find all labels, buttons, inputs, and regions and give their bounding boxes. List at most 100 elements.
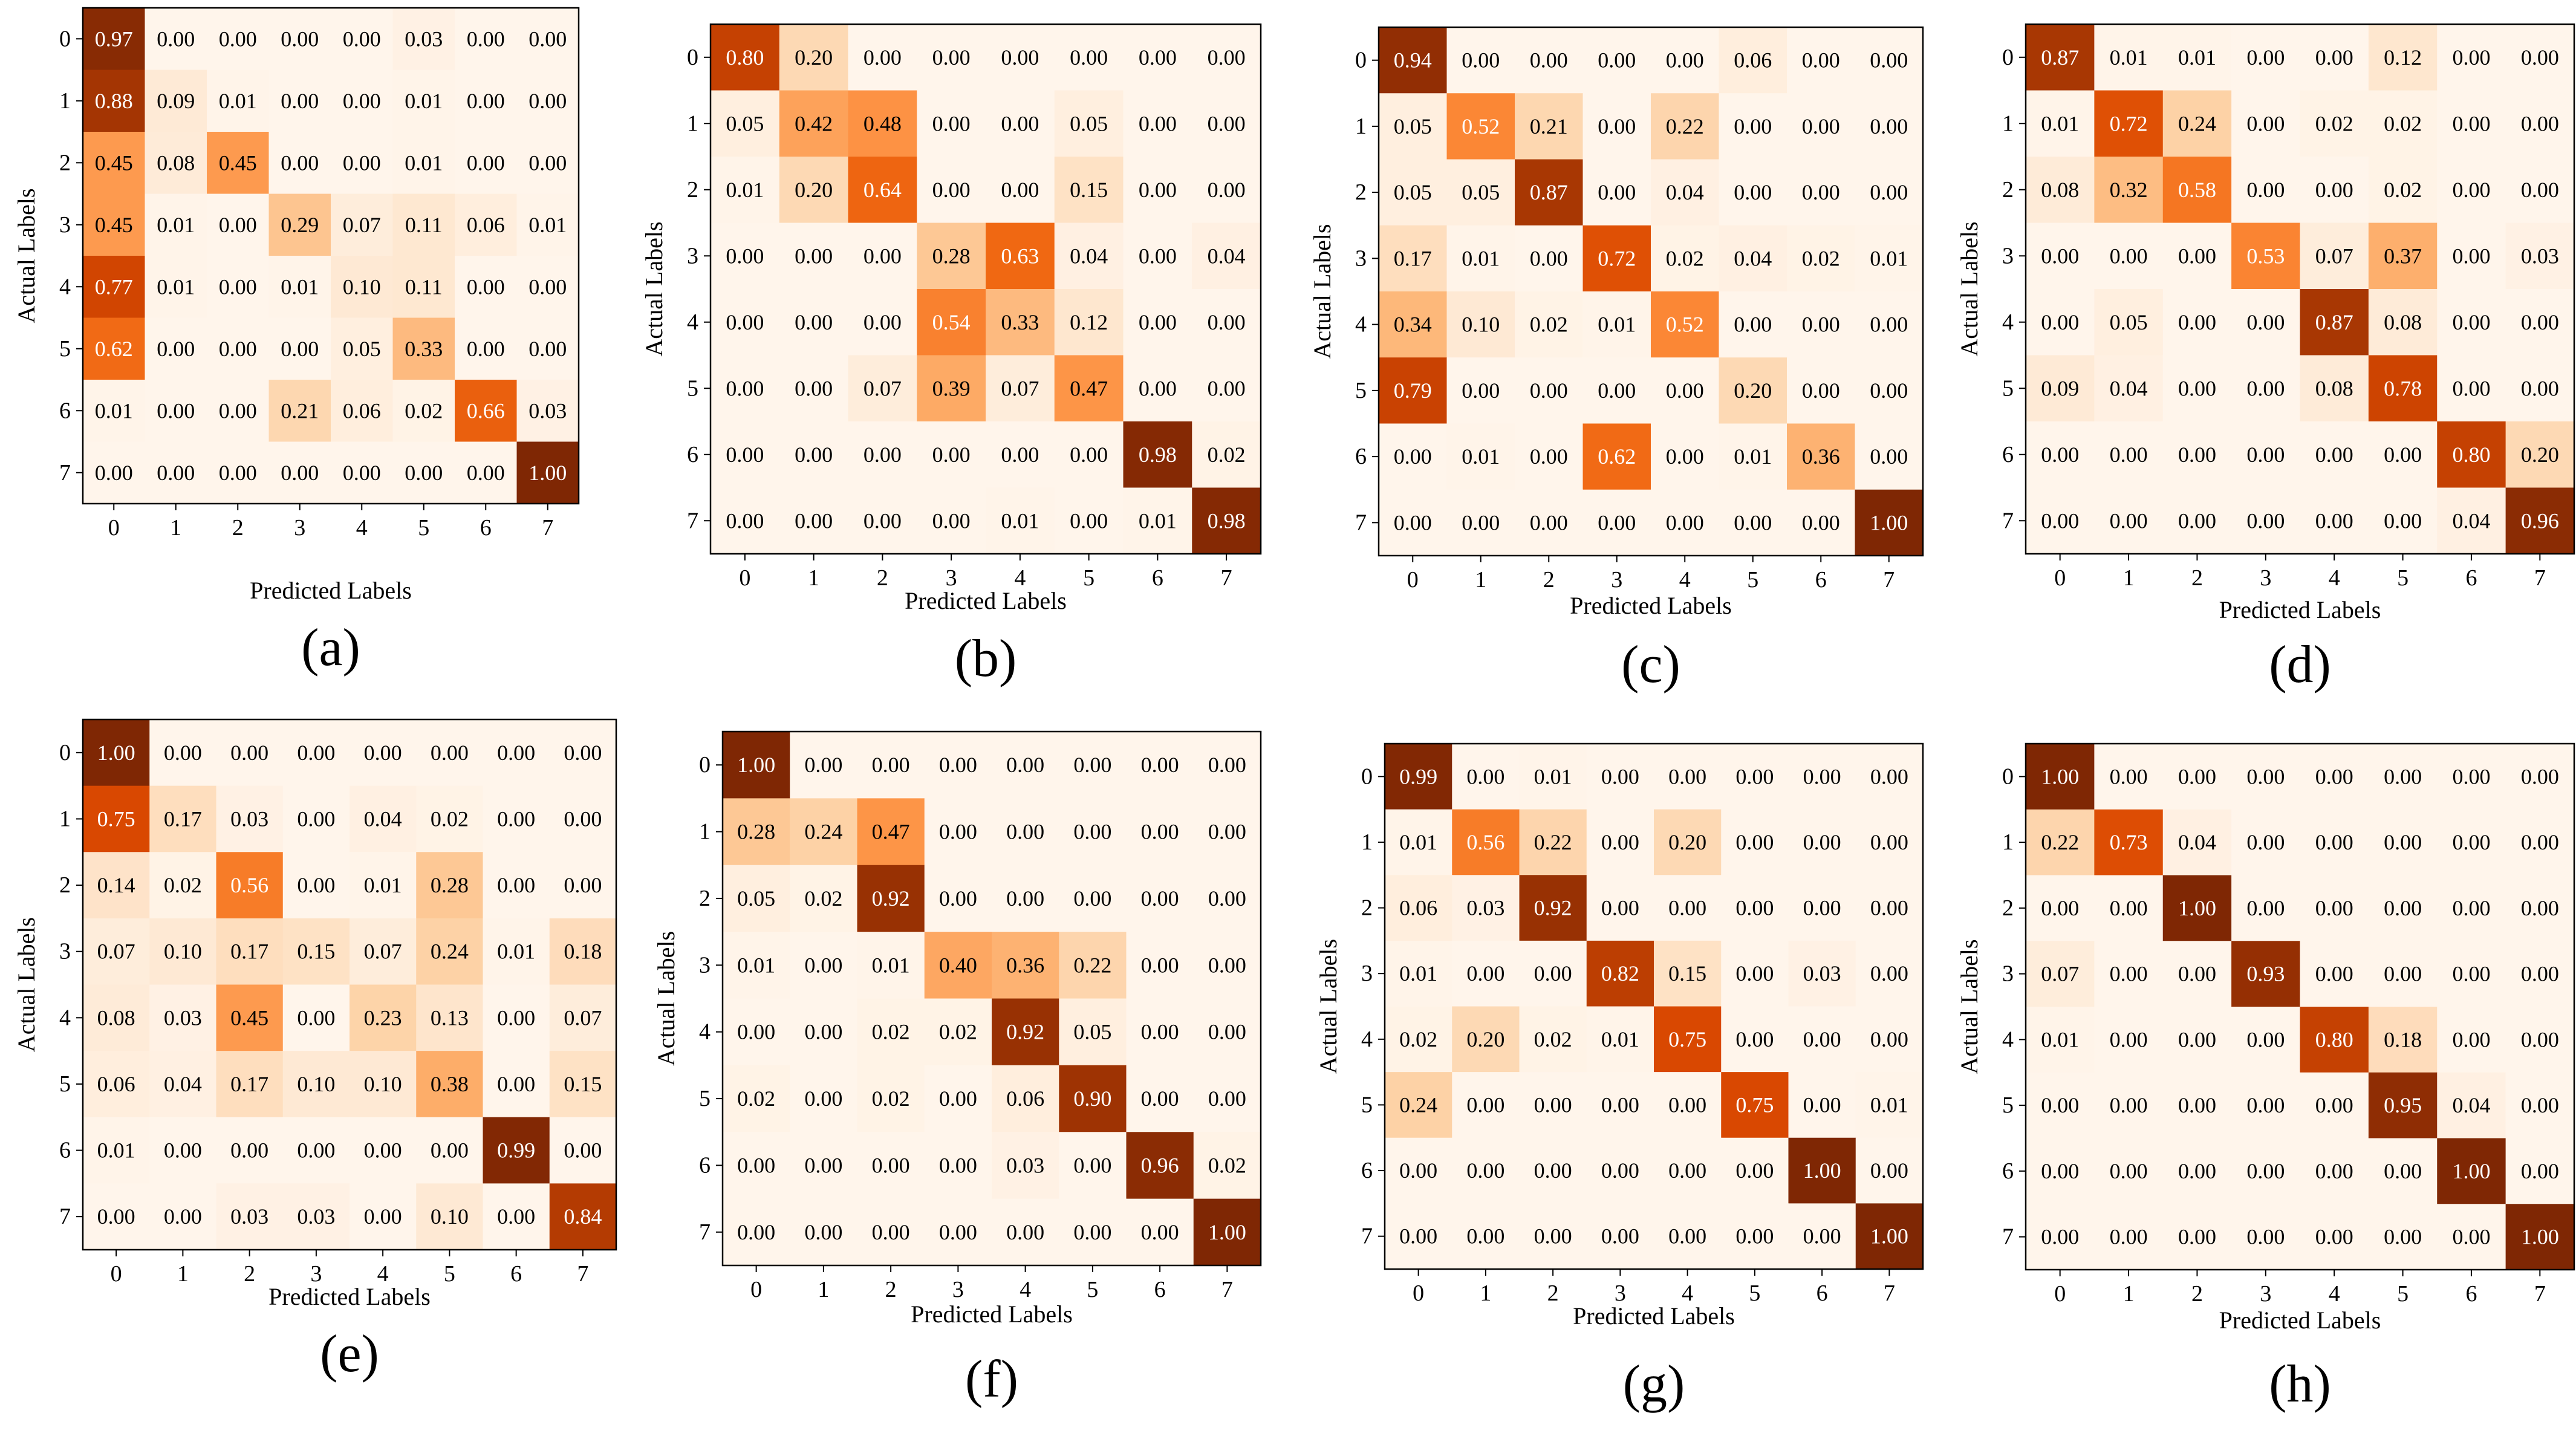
heatmap-cell: [1452, 1072, 1520, 1138]
heatmap-cell: [149, 1183, 216, 1250]
x-tick-label: 1: [818, 1277, 829, 1302]
heatmap-cell: [1519, 744, 1587, 810]
y-tick-label: 2: [59, 872, 71, 898]
cell-value-label: 0.24: [1399, 1093, 1437, 1117]
y-tick-label: 2: [699, 886, 711, 911]
heatmap-cell: [779, 157, 848, 223]
heatmap-cell: [455, 70, 517, 132]
heatmap-cell: [1192, 222, 1261, 290]
cell-value-label: 0.00: [431, 741, 469, 765]
cell-value-label: 0.00: [1735, 896, 1774, 920]
heatmap-cell: [917, 289, 986, 356]
cell-value-label: 0.92: [1006, 1020, 1044, 1044]
heatmap-cell: [149, 918, 216, 985]
heatmap-cell: [1452, 809, 1520, 875]
cell-value-label: 0.07: [564, 1005, 602, 1030]
cell-value-label: 0.18: [564, 940, 602, 964]
y-tick-label: 7: [1355, 510, 1367, 535]
cell-value-label: 0.00: [2178, 310, 2216, 334]
cell-value-label: 0.37: [2384, 244, 2422, 268]
cell-value-label: 0.88: [95, 89, 133, 113]
heatmap-cell: [1515, 225, 1583, 292]
cell-value-label: 0.00: [1394, 510, 1432, 534]
heatmap-cell: [1654, 1137, 1722, 1204]
heatmap-cell: [1192, 157, 1261, 223]
cell-value-label: 0.01: [2178, 45, 2216, 70]
cell-value-label: 0.00: [1803, 1027, 1841, 1051]
cell-value-label: 0.00: [2521, 764, 2559, 788]
cell-value-label: 0.75: [97, 807, 135, 831]
cell-value-label: 0.00: [795, 310, 833, 334]
heatmap-cell: [2505, 941, 2575, 1007]
x-tick-label: 3: [1611, 567, 1622, 593]
cell-value-label: 0.01: [405, 89, 443, 113]
cell-value-label: 0.14: [97, 873, 135, 897]
cell-value-label: 0.05: [1394, 114, 1432, 138]
cell-value-label: 0.00: [2178, 1027, 2216, 1051]
y-axis-label: Actual Labels: [13, 188, 40, 323]
heatmap-cell: [917, 90, 986, 157]
heatmap-cell: [416, 1117, 483, 1184]
heatmap-cell: [282, 852, 350, 919]
y-tick-label: 2: [1361, 895, 1373, 921]
heatmap-cell: [83, 380, 145, 442]
x-tick-label: 7: [2534, 1281, 2546, 1307]
heatmap-cell: [149, 852, 216, 919]
cell-value-label: 0.87: [2041, 45, 2079, 70]
x-tick-label: 1: [170, 515, 181, 541]
cell-value-label: 0.00: [1139, 376, 1177, 400]
cell-value-label: 0.00: [1394, 444, 1432, 469]
heatmap-cell: [1855, 159, 1924, 226]
heatmap-cell: [549, 719, 617, 787]
x-tick-label: 5: [2397, 565, 2408, 591]
x-tick-label: 1: [1480, 1281, 1491, 1306]
heatmap-cell: [483, 1183, 550, 1250]
cell-value-label: 0.02: [737, 1086, 775, 1111]
heatmap-cell: [2300, 157, 2369, 223]
heatmap-cell: [1788, 744, 1856, 810]
heatmap-cell: [83, 1183, 150, 1250]
heatmap-cell: [857, 998, 925, 1066]
heatmap-cell: [149, 1051, 216, 1118]
cell-value-label: 0.00: [864, 310, 902, 334]
cell-value-label: 0.00: [2521, 376, 2559, 400]
heatmap-cell: [1855, 489, 1924, 556]
heatmap-cell: [2231, 355, 2300, 422]
heatmap-cell: [1123, 24, 1192, 91]
cell-value-label: 0.00: [467, 151, 505, 175]
heatmap-cell: [455, 380, 517, 442]
heatmap-cell: [1788, 1072, 1856, 1138]
heatmap-cell: [2094, 1072, 2164, 1138]
plot-frame: [721, 730, 1262, 1267]
heatmap-cell: [483, 785, 550, 853]
heatmap-cell: [848, 90, 917, 157]
cell-value-label: 0.01: [726, 178, 764, 202]
y-tick-label: 0: [687, 45, 698, 70]
heatmap-cell: [2026, 24, 2095, 91]
cell-value-label: 0.00: [2110, 1225, 2148, 1249]
cell-value-label: 0.00: [932, 178, 971, 202]
heatmap-cell: [2094, 744, 2164, 810]
heatmap-cell: [1054, 222, 1124, 290]
heatmap-cell: [2026, 421, 2095, 488]
cell-value-label: 0.00: [364, 1138, 402, 1163]
cell-value-label: 0.24: [2178, 111, 2216, 135]
heatmap-cell: [2368, 90, 2438, 157]
cell-value-label: 1.00: [2178, 896, 2216, 920]
heatmap-cell: [1654, 1006, 1722, 1073]
heatmap-cell: [986, 24, 1055, 91]
x-tick-label: 6: [1817, 1281, 1828, 1306]
cell-value-label: 0.10: [343, 274, 381, 299]
heatmap-cell: [1855, 940, 1924, 1007]
cell-value-label: 0.00: [219, 27, 257, 51]
heatmap-cell: [207, 441, 269, 504]
cell-value-label: 0.00: [343, 151, 381, 175]
cell-value-label: 0.00: [864, 443, 902, 467]
heatmap-cell: [1446, 423, 1515, 490]
cell-value-label: 0.00: [2178, 962, 2216, 986]
cell-value-label: 0.58: [2178, 178, 2216, 202]
cell-value-label: 0.00: [1735, 764, 1774, 788]
cell-value-label: 0.00: [1803, 764, 1841, 788]
heatmap-cell: [2094, 941, 2164, 1007]
heatmap-cell: [483, 852, 550, 919]
